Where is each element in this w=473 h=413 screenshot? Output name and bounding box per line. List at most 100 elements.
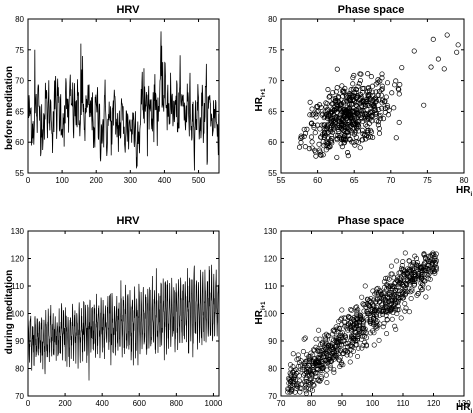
phase-point [337, 357, 343, 363]
phase-point [333, 132, 339, 138]
phase-point [295, 352, 301, 358]
phase-point [386, 107, 392, 113]
phase-point [326, 350, 332, 356]
phase-point [399, 65, 405, 71]
phase-point [396, 306, 402, 312]
phase-point [334, 154, 340, 160]
phase-point [369, 118, 375, 124]
phase-point [366, 120, 372, 127]
phase-point [364, 309, 370, 315]
phase-point [376, 337, 382, 343]
phase-point [425, 257, 431, 263]
phase-point [385, 275, 391, 281]
phase-point [310, 352, 316, 358]
phase-point [341, 100, 347, 106]
phase-point [338, 361, 344, 367]
phase-point [371, 105, 377, 111]
phase-point [374, 307, 380, 313]
phase-point [353, 89, 359, 95]
phase-point [289, 388, 295, 394]
phase-point [309, 388, 315, 394]
phase-point [325, 130, 331, 136]
phase-point [325, 86, 331, 93]
phase-point [414, 256, 420, 262]
phase-point [329, 136, 335, 142]
phase-point [402, 250, 408, 256]
phase-point [297, 378, 303, 384]
phase-point [348, 342, 354, 348]
phase-point [298, 363, 304, 369]
phase-point [403, 285, 409, 291]
phase-point [384, 80, 391, 86]
phase-point [333, 334, 339, 340]
phase-point [428, 64, 434, 70]
phase-point [302, 371, 308, 377]
phase-point [354, 342, 360, 348]
phase-point [325, 343, 331, 349]
phase-point [375, 119, 382, 125]
phase-point [387, 284, 393, 290]
phase-point [402, 308, 408, 314]
phase-point [303, 388, 309, 394]
phase-point [319, 122, 325, 128]
phase-point [317, 378, 323, 384]
phase-point [352, 142, 358, 148]
phase-point [419, 287, 425, 293]
phase-point [359, 86, 366, 92]
phase-point [425, 276, 431, 282]
y-tick-label: 75 [15, 46, 24, 55]
phase-point [308, 350, 314, 356]
phase-point [303, 382, 309, 388]
phase-point [328, 343, 334, 349]
phase-point [293, 367, 299, 373]
phase-point [393, 288, 399, 294]
phase-point [300, 367, 306, 373]
phase-point [286, 376, 292, 382]
phase-point [328, 365, 334, 371]
phase-point [315, 366, 321, 372]
phase-point [430, 265, 436, 271]
phase-point [320, 365, 326, 371]
phase-point [360, 319, 366, 325]
y-tick-label: 55 [15, 169, 24, 178]
phase-point [365, 71, 371, 77]
phase-point [313, 111, 319, 117]
phase-point [314, 357, 320, 363]
y-axis-label: HRi+1 [254, 88, 267, 112]
phase-point [337, 355, 343, 361]
panel-title: Phase space [338, 215, 405, 227]
phase-point [441, 66, 447, 72]
phase-point [355, 345, 361, 351]
phase-point [433, 266, 439, 272]
phase-point [396, 282, 402, 288]
phase-point [297, 389, 303, 395]
phase-point [285, 386, 291, 392]
phase-point [298, 139, 304, 146]
phase-point [415, 270, 421, 276]
x-tick-label: 1000 [205, 399, 223, 408]
phase-point [430, 250, 436, 256]
phase-point [418, 265, 424, 271]
phase-point [325, 121, 331, 127]
phase-point [371, 342, 377, 348]
phase-point [394, 258, 400, 264]
phase-point [307, 357, 313, 363]
y-tick-label: 65 [268, 107, 277, 116]
phase-point [350, 108, 356, 114]
phase-point [396, 119, 402, 126]
phase-point [392, 323, 398, 329]
phase-point [414, 292, 420, 298]
phase-point [341, 351, 347, 357]
x-tick-label: 55 [277, 176, 286, 185]
phase-point [362, 283, 368, 289]
phase-point [354, 315, 360, 321]
phase-point [302, 335, 308, 341]
phase-point [363, 342, 369, 348]
y-tick-label: 100 [11, 310, 25, 319]
phase-point [310, 358, 316, 364]
phase-point [307, 99, 313, 105]
phase-point [366, 87, 373, 94]
phase-point [309, 379, 315, 385]
phase-point [352, 112, 358, 119]
phase-point [336, 118, 342, 124]
